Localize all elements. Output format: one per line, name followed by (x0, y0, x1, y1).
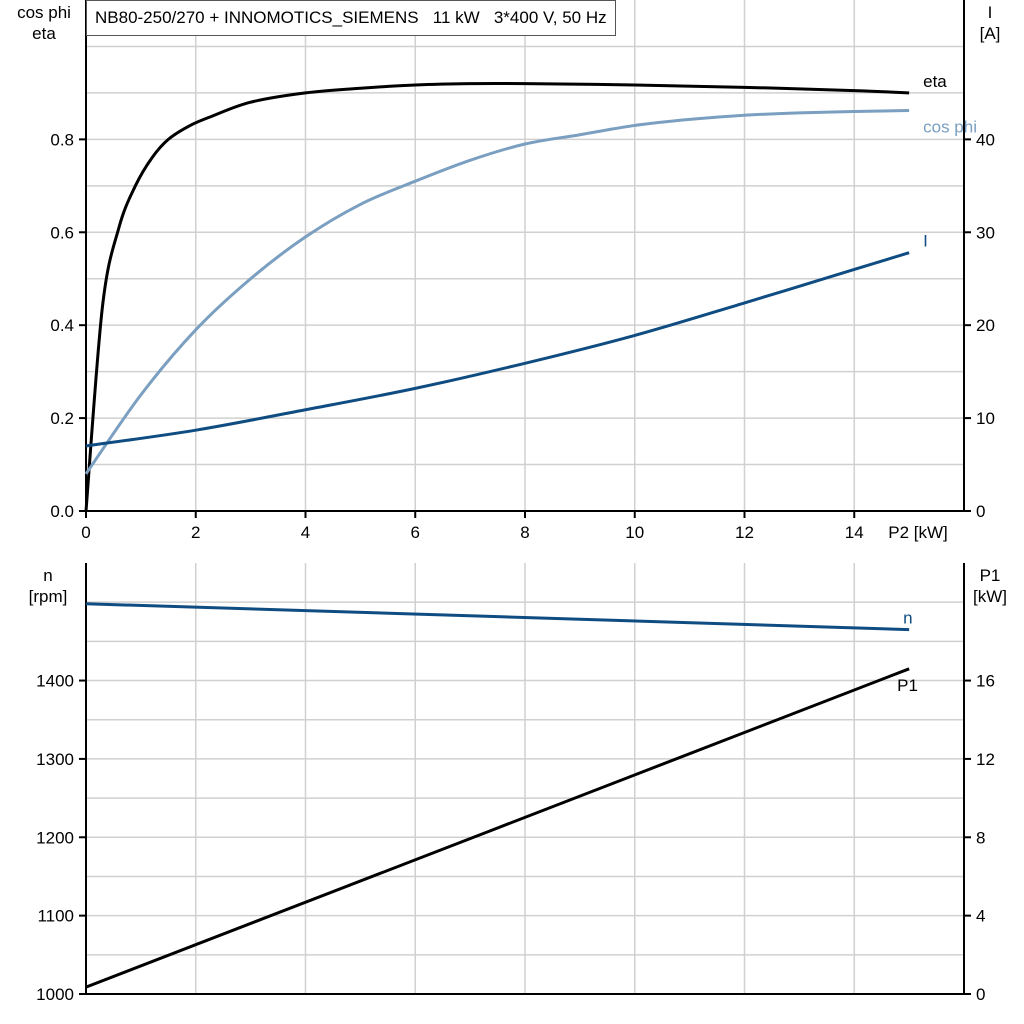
x-tick-label: 0 (81, 523, 90, 542)
y-tick-label-right: 10 (976, 409, 995, 428)
x-tick-label: 10 (625, 523, 644, 542)
y-tick-label-left: 1400 (36, 672, 74, 691)
series-label-P1: P1 (897, 676, 918, 695)
series-label-cos-phi: cos phi (923, 118, 977, 137)
x-axis-label: P2 [kW] (888, 523, 948, 542)
y-tick-label-right: 40 (976, 130, 995, 149)
x-tick-label: 8 (520, 523, 529, 542)
y-tick-label-left: 1200 (36, 828, 74, 847)
y-tick-label-right: 0 (976, 502, 985, 521)
x-tick-label: 14 (845, 523, 864, 542)
y-tick-label-left: 0.6 (50, 223, 74, 242)
series-line-P1 (85, 667, 910, 989)
y-tick-label-right: 16 (976, 672, 995, 691)
y-tick-label-left: 0.4 (50, 316, 74, 335)
y-axis-label-right: I (988, 3, 993, 22)
y-tick-label-right: 12 (976, 750, 995, 769)
y-axis-label-left: n (43, 566, 52, 585)
y-tick-label-left: 1000 (36, 985, 74, 1004)
series-line-I (85, 251, 910, 448)
series-line-cos-phi (84, 109, 910, 475)
y-tick-label-right: 8 (976, 828, 985, 847)
y-tick-label-left: 0.8 (50, 130, 74, 149)
y-tick-label-right: 4 (976, 907, 985, 926)
y-tick-label-left: 1100 (37, 907, 74, 926)
series-label-eta: eta (923, 72, 947, 91)
x-tick-label: 6 (411, 523, 420, 542)
x-tick-label: 2 (191, 523, 200, 542)
series-line-eta (84, 81, 910, 512)
y-tick-label-right: 30 (976, 223, 995, 242)
y-axis-label-right: [kW] (973, 587, 1007, 606)
y-axis-label-right: P1 (980, 566, 1001, 585)
y-tick-label-left: 0.2 (50, 409, 74, 428)
series-label-I: I (923, 232, 928, 251)
series-label-n: n (903, 609, 912, 628)
series-line-n (85, 602, 910, 632)
y-axis-label-left: cos phi (17, 3, 71, 22)
y-axis-label-right: [A] (980, 24, 1001, 43)
y-tick-label-left: 0.0 (50, 502, 74, 521)
x-tick-label: 4 (301, 523, 310, 542)
y-tick-label-left: 1300 (36, 750, 74, 769)
y-axis-label-left: [rpm] (29, 587, 68, 606)
y-axis-label-left: eta (32, 24, 56, 43)
y-tick-label-right: 20 (976, 316, 995, 335)
y-tick-label-right: 0 (976, 985, 985, 1004)
chart-title: NB80-250/270 + INNOMOTICS_SIEMENS 11 kW … (86, 0, 616, 36)
x-tick-label: 12 (735, 523, 754, 542)
